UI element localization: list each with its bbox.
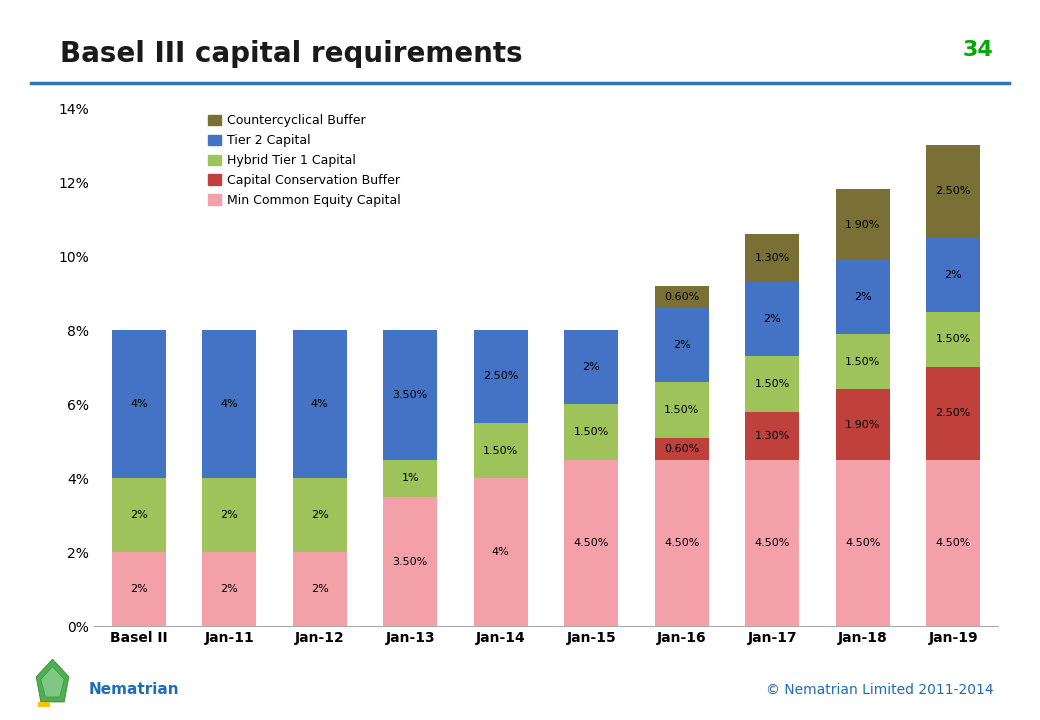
Bar (38, 702, 50, 707)
Bar (383, 330, 438, 460)
Bar (383, 460, 438, 497)
Text: 2%: 2% (220, 585, 238, 595)
Text: Basel III capital requirements: Basel III capital requirements (60, 40, 523, 68)
Text: 4.50%: 4.50% (573, 538, 609, 548)
Bar (202, 330, 257, 478)
Text: 34: 34 (962, 40, 993, 60)
Text: 2.50%: 2.50% (935, 408, 971, 418)
Text: 1.50%: 1.50% (846, 356, 880, 366)
Text: 1.50%: 1.50% (574, 427, 608, 437)
Bar (745, 282, 800, 356)
Bar (564, 404, 619, 460)
Bar (654, 460, 709, 626)
Bar (926, 460, 981, 626)
Text: 1.50%: 1.50% (665, 405, 699, 415)
Text: © Nematrian Limited 2011-2014: © Nematrian Limited 2011-2014 (765, 683, 993, 697)
Text: 3.50%: 3.50% (393, 557, 427, 567)
Text: 1.50%: 1.50% (755, 379, 789, 389)
Text: 4%: 4% (311, 399, 329, 409)
Bar (111, 330, 166, 478)
Bar (383, 497, 438, 626)
Bar (473, 330, 528, 423)
Text: 4.50%: 4.50% (935, 538, 971, 548)
Text: 1%: 1% (401, 473, 419, 483)
Bar (835, 390, 890, 460)
Text: 4%: 4% (220, 399, 238, 409)
Text: 2%: 2% (311, 585, 329, 595)
Text: 0.60%: 0.60% (665, 444, 699, 454)
Bar (926, 367, 981, 460)
Bar (564, 330, 619, 404)
Bar (202, 552, 257, 626)
Text: 2%: 2% (763, 314, 781, 324)
Bar (745, 412, 800, 460)
Text: 2.50%: 2.50% (935, 186, 971, 197)
Bar (111, 478, 166, 552)
Bar (654, 308, 709, 382)
Bar (835, 460, 890, 626)
Text: 4.50%: 4.50% (844, 538, 881, 548)
Text: 2.50%: 2.50% (483, 372, 519, 382)
Text: 4.50%: 4.50% (754, 538, 790, 548)
Bar (745, 234, 800, 282)
Bar (654, 438, 709, 460)
Bar (926, 145, 981, 238)
Legend: Countercyclical Buffer, Tier 2 Capital, Hybrid Tier 1 Capital, Capital Conservat: Countercyclical Buffer, Tier 2 Capital, … (208, 114, 401, 207)
Text: 4%: 4% (130, 399, 148, 409)
Bar (654, 382, 709, 438)
Bar (745, 460, 800, 626)
Text: 2%: 2% (582, 362, 600, 372)
Text: 2%: 2% (220, 510, 238, 521)
Text: Nematrian: Nematrian (88, 682, 179, 697)
Bar (654, 286, 709, 308)
Bar (292, 478, 347, 552)
Polygon shape (36, 660, 69, 702)
Text: 1.90%: 1.90% (844, 420, 881, 430)
Bar (292, 552, 347, 626)
Polygon shape (41, 667, 64, 697)
Text: 3.50%: 3.50% (393, 390, 427, 400)
Text: 1.30%: 1.30% (755, 431, 789, 441)
Bar (473, 478, 528, 626)
Bar (292, 330, 347, 478)
Text: 4.50%: 4.50% (664, 538, 700, 548)
Text: 2%: 2% (944, 269, 962, 279)
Bar (111, 552, 166, 626)
Text: 1.30%: 1.30% (755, 253, 789, 263)
Text: 2%: 2% (854, 292, 872, 302)
Bar (835, 334, 890, 390)
Text: 1.50%: 1.50% (936, 334, 970, 344)
Bar (835, 189, 890, 260)
Text: 4%: 4% (492, 547, 510, 557)
Bar (473, 423, 528, 478)
Bar (835, 260, 890, 334)
Text: 2%: 2% (311, 510, 329, 521)
Text: 1.90%: 1.90% (844, 220, 881, 230)
Text: 2%: 2% (673, 340, 691, 350)
Text: 2%: 2% (130, 585, 148, 595)
Bar (926, 312, 981, 367)
Text: 2%: 2% (130, 510, 148, 521)
Bar (564, 460, 619, 626)
Bar (202, 478, 257, 552)
Text: 1.50%: 1.50% (484, 446, 518, 456)
Text: 0.60%: 0.60% (665, 292, 699, 302)
Bar (745, 356, 800, 412)
Bar (926, 238, 981, 312)
